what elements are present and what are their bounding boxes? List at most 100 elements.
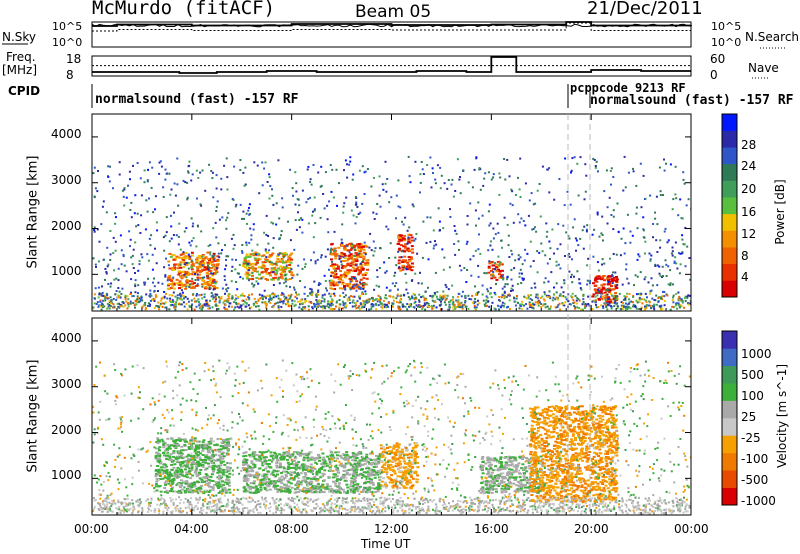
data-cell: [173, 475, 177, 478]
data-cell: [602, 287, 606, 290]
data-cell: [534, 303, 537, 306]
data-cell: [311, 214, 314, 217]
data-cell: [361, 267, 365, 270]
data-cell: [481, 293, 484, 296]
data-cell: [271, 188, 273, 191]
data-cell: [172, 304, 175, 307]
data-cell: [658, 265, 661, 268]
data-cell: [330, 275, 332, 277]
data-cell: [536, 301, 539, 304]
data-cell: [685, 204, 688, 207]
data-cell: [373, 470, 376, 473]
data-cell: [653, 303, 656, 306]
data-cell: [219, 455, 223, 458]
data-cell: [614, 292, 618, 294]
data-cell: [95, 266, 97, 268]
data-cell: [529, 304, 532, 307]
data-cell: [176, 294, 179, 297]
data-cell: [545, 235, 548, 238]
data-cell: [645, 301, 648, 304]
data-cell: [397, 306, 400, 309]
data-cell: [372, 469, 376, 472]
data-cell: [622, 189, 625, 192]
data-cell: [250, 238, 253, 241]
data-cell: [383, 305, 386, 308]
data-cell: [411, 203, 414, 206]
data-cell: [361, 491, 365, 493]
data-cell: [203, 276, 206, 279]
data-cell: [307, 305, 310, 308]
data-cell: [291, 187, 294, 190]
data-cell: [225, 259, 227, 261]
data-cell: [260, 267, 264, 270]
data-cell: [154, 208, 156, 211]
data-cell: [612, 176, 615, 178]
data-cell: [333, 292, 336, 295]
data-cell: [218, 299, 221, 302]
data-cell: [608, 302, 611, 305]
data-cell: [447, 179, 450, 181]
data-cell: [243, 266, 247, 269]
data-cell: [289, 296, 292, 299]
data-cell: [273, 451, 277, 454]
data-cell: [331, 253, 335, 256]
data-cell: [614, 285, 618, 288]
data-cell: [487, 171, 490, 174]
data-cell: [216, 304, 219, 307]
data-cell: [174, 305, 177, 308]
data-cell: [261, 265, 265, 268]
data-cell: [330, 451, 334, 454]
data-cell: [179, 464, 183, 466]
data-cell: [191, 173, 194, 176]
data-cell: [263, 289, 266, 292]
data-cell: [458, 302, 461, 305]
data-cell: [576, 306, 579, 309]
data-cell: [423, 297, 426, 300]
data-cell: [361, 274, 365, 277]
data-cell: [586, 283, 589, 286]
data-cell: [281, 261, 285, 264]
data-cell: [255, 302, 258, 305]
data-cell: [115, 290, 118, 292]
data-cell: [492, 267, 496, 270]
data-cell: [221, 472, 225, 475]
data-cell: [601, 215, 604, 218]
data-cell: [208, 485, 211, 488]
data-cell: [202, 439, 206, 442]
data-cell: [305, 469, 309, 471]
data-cell: [375, 308, 378, 311]
data-cell: [669, 282, 672, 285]
data-cell: [306, 483, 310, 486]
data-cell: [655, 294, 658, 297]
data-cell: [144, 228, 147, 231]
data-cell: [452, 308, 455, 311]
data-cell: [319, 216, 322, 219]
data-cell: [434, 240, 436, 243]
data-cell: [639, 271, 642, 274]
data-cell: [158, 478, 162, 480]
data-cell: [313, 209, 316, 212]
data-cell: [378, 194, 381, 197]
data-cell: [170, 463, 174, 466]
data-cell: [617, 230, 620, 233]
data-cell: [277, 277, 280, 280]
data-cell: [251, 249, 254, 252]
data-cell: [256, 270, 259, 273]
data-cell: [400, 250, 403, 253]
data-cell: [201, 481, 204, 484]
data-cell: [333, 272, 337, 275]
data-cell: [199, 263, 203, 265]
data-cell: [594, 166, 597, 169]
data-cell: [235, 258, 237, 261]
data-cell: [304, 490, 308, 493]
data-cell: [644, 252, 646, 255]
data-cell: [126, 307, 129, 310]
data-cell: [398, 460, 402, 463]
data-cell: [166, 279, 169, 282]
data-cell: [220, 188, 223, 191]
data-cell: [620, 304, 623, 307]
data-cell: [333, 308, 336, 310]
data-cell: [344, 294, 347, 297]
data-cell: [344, 287, 347, 290]
data-cell: [218, 218, 221, 221]
